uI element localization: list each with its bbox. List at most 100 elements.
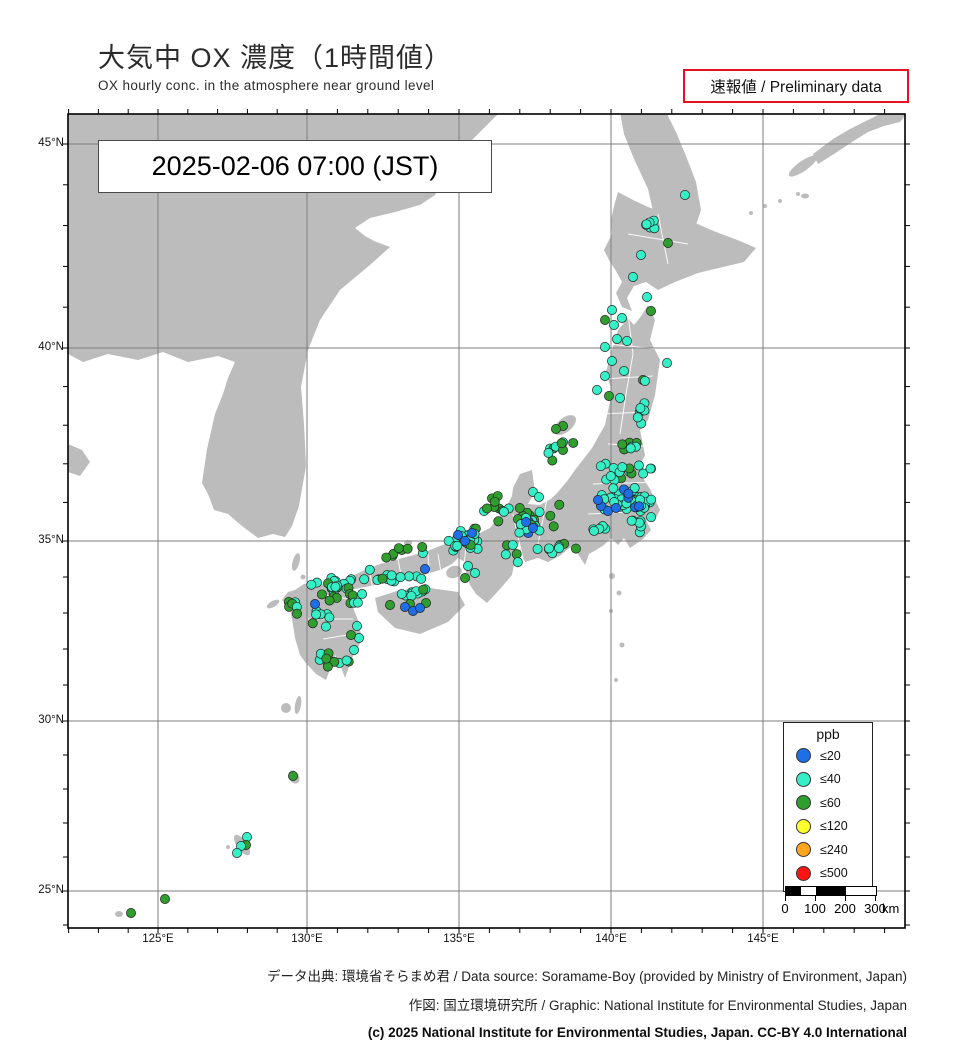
- station-dot: [400, 602, 410, 612]
- page-subtitle: OX hourly conc. in the atmosphere near g…: [98, 78, 435, 93]
- station-dot: [534, 492, 544, 502]
- prefecture-border: [627, 233, 689, 245]
- lat-label: 25°N: [38, 884, 64, 896]
- station-dot: [416, 573, 427, 584]
- island: [115, 911, 123, 917]
- station-dot: [467, 528, 477, 538]
- scale-bar-label: 0: [781, 901, 789, 916]
- lat-label: 40°N: [38, 341, 64, 353]
- station-dot: [500, 549, 511, 560]
- island: [616, 590, 622, 596]
- legend-color-dot: [796, 865, 811, 881]
- station-dot: [341, 655, 352, 666]
- lon-label: 140°E: [595, 933, 627, 945]
- station-dot: [554, 543, 565, 554]
- island: [614, 678, 618, 682]
- station-dot: [463, 561, 473, 571]
- prefecture-border: [657, 213, 669, 265]
- prefecture-border: [619, 313, 634, 435]
- preliminary-data-label: 速報値 / Preliminary data: [710, 79, 882, 96]
- island: [619, 642, 625, 648]
- station-dot: [493, 516, 504, 527]
- station-dot: [632, 412, 643, 423]
- scale-bar-label: 200: [834, 901, 856, 916]
- scale-bar-tick: [875, 895, 876, 901]
- station-dot: [646, 512, 657, 523]
- island: [291, 553, 301, 571]
- station-dot: [626, 515, 637, 526]
- station-dot: [532, 544, 543, 554]
- landmass: [813, 114, 905, 164]
- lon-label: 130°E: [291, 933, 323, 945]
- station-dot: [470, 568, 480, 578]
- station-dot: [395, 572, 406, 583]
- legend-row: ≤40: [784, 768, 872, 792]
- legend-label: ≤500: [820, 866, 848, 881]
- island: [294, 696, 302, 714]
- data-source-credit: データ出典: 環境省そらまめ君 / Data source: Soramame-…: [267, 969, 907, 984]
- legend-row: ≤120: [784, 815, 872, 839]
- station-dot: [593, 495, 603, 505]
- island: [609, 573, 615, 579]
- legend-color-dot: [796, 748, 811, 764]
- station-dot: [324, 595, 335, 606]
- legend-label: ≤120: [820, 819, 848, 834]
- station-dot: [589, 525, 600, 536]
- station-dot: [417, 542, 428, 552]
- preliminary-data-badge: 速報値 / Preliminary data: [683, 69, 909, 103]
- island: [281, 703, 291, 713]
- map-layers: [68, 114, 905, 928]
- station-dot: [349, 645, 359, 655]
- station-dot: [635, 403, 646, 414]
- station-dot: [645, 463, 656, 474]
- map-frame: [67, 113, 906, 929]
- station-dot: [600, 371, 610, 381]
- station-dot: [352, 597, 363, 608]
- landmass: [335, 305, 660, 603]
- page-title: 大気中 OX 濃度（1時間値）: [98, 43, 453, 73]
- station-dot: [663, 238, 673, 248]
- station-dot: [629, 483, 640, 493]
- station-dot: [460, 536, 470, 546]
- lat-label: 45°N: [38, 137, 64, 149]
- station-dot: [346, 630, 356, 640]
- station-dot: [619, 366, 629, 376]
- scale-bar-unit: km: [882, 901, 900, 916]
- station-dot: [320, 621, 331, 632]
- island: [796, 192, 800, 196]
- island: [778, 199, 782, 203]
- graphic-credit: 作図: 国立環境研究所 / Graphic: National Institut…: [408, 998, 907, 1013]
- station-dot: [489, 496, 500, 507]
- station-dot: [310, 599, 320, 609]
- legend-label: ≤20: [820, 748, 841, 763]
- station-dot: [600, 342, 610, 352]
- station-dot: [292, 608, 302, 619]
- station-dot: [611, 503, 621, 513]
- copyright-license: (c) 2025 National Institute for Environm…: [367, 1025, 907, 1040]
- legend-row: ≤60: [784, 791, 872, 815]
- legend-label: ≤60: [820, 795, 841, 810]
- station-dot: [642, 292, 652, 302]
- station-dot: [322, 661, 333, 672]
- station-dot: [324, 612, 335, 623]
- station-dot: [625, 443, 636, 454]
- timestamp-label: 2025-02-06 07:00 (JST): [151, 151, 439, 181]
- station-dot: [544, 543, 554, 554]
- station-dot: [615, 393, 625, 403]
- station-dot: [443, 535, 454, 546]
- station-dot: [609, 320, 619, 330]
- station-dot: [160, 894, 170, 904]
- station-dot: [415, 603, 425, 613]
- station-dot: [381, 552, 392, 563]
- station-dot: [604, 391, 614, 401]
- station-dot: [617, 439, 628, 450]
- landmass: [282, 582, 362, 680]
- station-dot: [514, 527, 525, 538]
- station-dot: [608, 483, 619, 494]
- station-dot: [543, 447, 554, 458]
- timestamp-box: 2025-02-06 07:00 (JST): [98, 140, 492, 193]
- station-dot: [364, 564, 375, 575]
- station-dot: [232, 848, 242, 858]
- scale-bar-tick: [785, 895, 786, 901]
- scale-bar-tick: [845, 895, 846, 901]
